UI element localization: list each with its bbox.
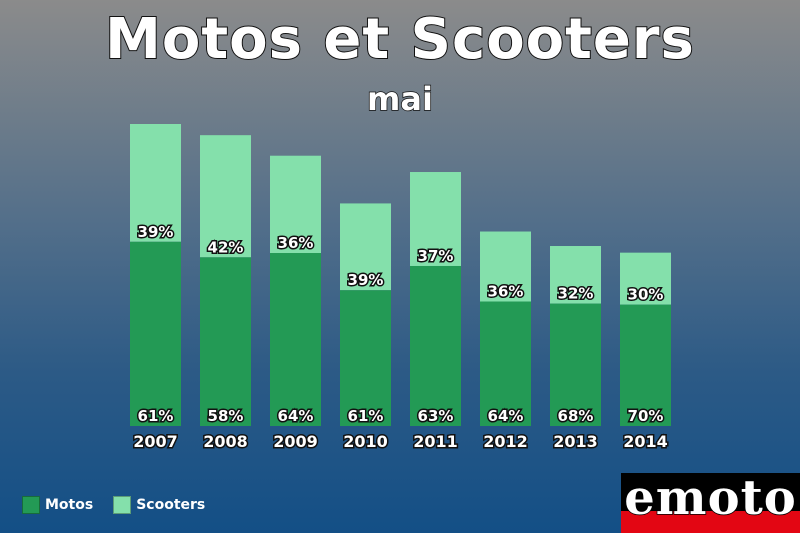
chart-title: Motos et Scooters bbox=[104, 7, 695, 73]
bar-motos-2014 bbox=[620, 304, 671, 426]
legend-label-scooters: Scooters bbox=[136, 497, 206, 513]
label-motos-2014: 70% bbox=[628, 407, 664, 425]
label-scooters-2014: 30% bbox=[628, 286, 664, 304]
bar-scooters-2012 bbox=[480, 231, 531, 302]
emoto-logo: emoto bbox=[621, 473, 800, 533]
legend: Motos Scooters bbox=[22, 496, 225, 514]
bar-scooters-2014 bbox=[620, 252, 671, 305]
bar-motos-2011 bbox=[410, 265, 461, 426]
x-tick-2014: 2014 bbox=[623, 432, 668, 451]
logo-text: emoto bbox=[623, 473, 797, 526]
chart-subtitle: mai bbox=[366, 79, 433, 119]
label-motos-2009: 64% bbox=[278, 407, 314, 425]
x-tick-2007: 2007 bbox=[133, 432, 178, 451]
logo-red-band bbox=[621, 511, 800, 533]
bar-motos-2013 bbox=[550, 303, 601, 426]
legend-swatch-motos bbox=[22, 496, 40, 514]
x-tick-2013: 2013 bbox=[553, 432, 598, 451]
x-tick-2011: 2011 bbox=[413, 432, 458, 451]
bar-motos-2012 bbox=[480, 301, 531, 426]
label-motos-2012: 64% bbox=[488, 407, 524, 425]
label-scooters-2013: 32% bbox=[558, 285, 594, 303]
bar-scooters-2007 bbox=[130, 124, 181, 242]
stacked-bar-chart: 39% 61% 2007 42% 58% 2008 36% 64% 2009 39% 61% 2010… bbox=[130, 124, 671, 453]
bar-motos-2007 bbox=[130, 241, 181, 426]
legend-item-scooters: Scooters bbox=[113, 496, 205, 514]
label-motos-2008: 58% bbox=[208, 407, 244, 425]
bar-motos-2010 bbox=[340, 290, 391, 426]
label-motos-2007: 61% bbox=[138, 407, 174, 425]
legend-label-motos: Motos bbox=[45, 497, 94, 513]
label-scooters-2010: 39% bbox=[348, 271, 384, 289]
bar-scooters-2009 bbox=[270, 155, 321, 254]
bar-motos-2009 bbox=[270, 253, 321, 426]
label-scooters-2012: 36% bbox=[488, 283, 524, 301]
bar-scooters-2011 bbox=[410, 172, 461, 266]
x-tick-2010: 2010 bbox=[343, 432, 388, 451]
label-scooters-2011: 37% bbox=[418, 247, 454, 265]
legend-item-motos: Motos bbox=[22, 496, 93, 514]
label-scooters-2009: 36% bbox=[278, 234, 314, 252]
bar-scooters-2008 bbox=[200, 135, 251, 258]
bar-motos-2008 bbox=[200, 257, 251, 426]
label-scooters-2008: 42% bbox=[208, 238, 244, 256]
x-tick-2008: 2008 bbox=[203, 432, 248, 451]
label-motos-2011: 63% bbox=[418, 407, 454, 425]
x-tick-2009: 2009 bbox=[273, 432, 318, 451]
legend-swatch-scooters bbox=[113, 496, 132, 514]
x-tick-2012: 2012 bbox=[483, 432, 528, 451]
label-motos-2013: 68% bbox=[558, 407, 594, 425]
label-motos-2010: 61% bbox=[348, 407, 384, 425]
label-scooters-2007: 39% bbox=[138, 223, 174, 241]
bar-scooters-2010 bbox=[340, 203, 391, 291]
bar-scooters-2013 bbox=[550, 246, 601, 304]
